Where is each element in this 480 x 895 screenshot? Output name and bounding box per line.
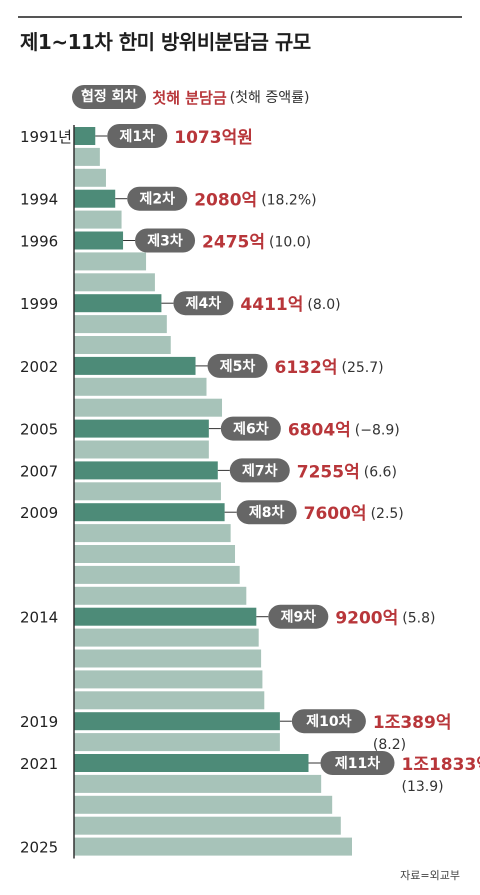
year-bar — [74, 168, 106, 187]
legend: 협정 회차 첫해 분담금 (첫해 증액률) — [72, 84, 309, 110]
agreement-rate: (8.2) — [373, 737, 406, 753]
agreement-label: 제3차 — [147, 234, 183, 250]
year-bar — [74, 586, 247, 605]
agreement-label: 제11차 — [335, 756, 380, 772]
top-rule — [18, 16, 462, 18]
agreement-label: 제9차 — [281, 610, 317, 626]
agreement-rate: (8.0) — [307, 297, 340, 313]
agreement-label: 제1차 — [120, 129, 156, 145]
year-label: 2009 — [20, 504, 58, 522]
year-bar — [74, 398, 223, 417]
agreement-bar — [74, 356, 196, 375]
year-bar — [74, 733, 280, 752]
agreement-pill — [291, 709, 366, 734]
legend-rate-label: (첫해 증액률) — [229, 90, 310, 106]
year-label: 2014 — [20, 609, 58, 627]
year-bar — [74, 524, 231, 543]
agreement-value: 7600억 — [304, 504, 367, 524]
year-label: 2025 — [20, 839, 58, 857]
agreement-value: 2475억 — [202, 233, 265, 253]
agreement-pill — [107, 124, 168, 148]
agreement-bar — [74, 127, 96, 145]
agreement-pill — [229, 458, 290, 483]
legend-value-label: 첫해 분담금 — [152, 88, 227, 107]
agreement-pill — [135, 228, 196, 253]
agreement-bar — [74, 419, 209, 438]
agreement-value: 1조1833억 — [402, 755, 480, 775]
year-bar — [74, 774, 322, 793]
year-label: 2019 — [20, 713, 58, 731]
year-label: 1991년 — [20, 128, 72, 146]
agreement-bar — [74, 503, 225, 522]
agreement-label: 제6차 — [233, 422, 269, 438]
agreement-value: 7255억 — [297, 462, 360, 482]
legend-pill: 협정 회차 — [72, 85, 147, 109]
year-label: 1999 — [20, 295, 58, 313]
agreement-pill — [220, 416, 281, 441]
year-label: 2005 — [20, 421, 58, 439]
agreement-bar — [74, 294, 162, 313]
agreement-bar — [74, 607, 257, 626]
year-bar — [74, 252, 147, 271]
year-label: 2007 — [20, 462, 58, 480]
agreement-pill — [127, 186, 188, 211]
agreement-rate: (2.5) — [371, 506, 404, 522]
agreement-value: 4411억 — [240, 295, 303, 315]
agreement-pill — [236, 500, 297, 525]
year-bar — [74, 210, 122, 229]
agreement-pill — [207, 353, 268, 378]
year-bar — [74, 440, 209, 459]
agreement-rate: (−8.9) — [355, 423, 400, 439]
year-bar — [74, 336, 171, 354]
agreement-rate: (25.7) — [341, 360, 383, 376]
agreement-bar — [74, 461, 218, 480]
year-bar — [74, 377, 207, 396]
year-label: 1996 — [20, 233, 58, 251]
year-bar — [74, 147, 100, 166]
year-bar — [74, 315, 167, 334]
year-bar — [74, 816, 341, 835]
agreement-label: 제7차 — [242, 463, 278, 479]
agreement-bar — [74, 712, 280, 731]
agreement-pill — [173, 291, 234, 316]
agreement-bar — [74, 189, 116, 208]
year-bar — [74, 628, 259, 647]
year-bar — [74, 649, 262, 668]
agreement-label: 제4차 — [186, 296, 222, 312]
agreement-value: 1조389억 — [373, 713, 452, 733]
agreement-rate: (6.6) — [364, 464, 397, 480]
year-bar — [74, 273, 155, 292]
year-bar — [74, 670, 263, 689]
year-bar — [74, 691, 265, 710]
agreement-value: 1073억원 — [174, 128, 253, 148]
agreement-value: 6804억 — [288, 421, 351, 441]
agreement-label: 제8차 — [249, 505, 285, 521]
year-bar — [74, 482, 221, 501]
chart-title: 제1~11차 한미 방위비분담금 규모 — [20, 30, 311, 54]
agreement-pill — [268, 604, 329, 629]
year-label: 1994 — [20, 191, 58, 209]
agreement-rate: (10.0) — [269, 235, 311, 251]
year-bar — [74, 565, 240, 584]
agreement-label: 제10차 — [306, 714, 351, 730]
agreement-value: 2080억 — [194, 191, 257, 211]
year-bar — [74, 837, 352, 856]
year-bar — [74, 795, 333, 814]
agreement-value: 9200억 — [335, 609, 398, 629]
year-label: 2002 — [20, 358, 58, 376]
source-note: 자료=외교부 — [400, 869, 460, 882]
agreement-label: 제5차 — [220, 359, 256, 375]
agreement-bar — [74, 231, 124, 250]
year-label: 2021 — [20, 755, 58, 773]
agreement-bar — [74, 754, 309, 772]
agreement-label: 제2차 — [139, 192, 175, 208]
year-bar — [74, 545, 236, 563]
agreement-rate: (13.9) — [402, 779, 444, 795]
agreement-rate: (18.2%) — [261, 193, 316, 209]
agreement-pill — [320, 751, 395, 775]
agreement-value: 6132억 — [275, 358, 338, 378]
agreement-rate: (5.8) — [402, 611, 435, 627]
